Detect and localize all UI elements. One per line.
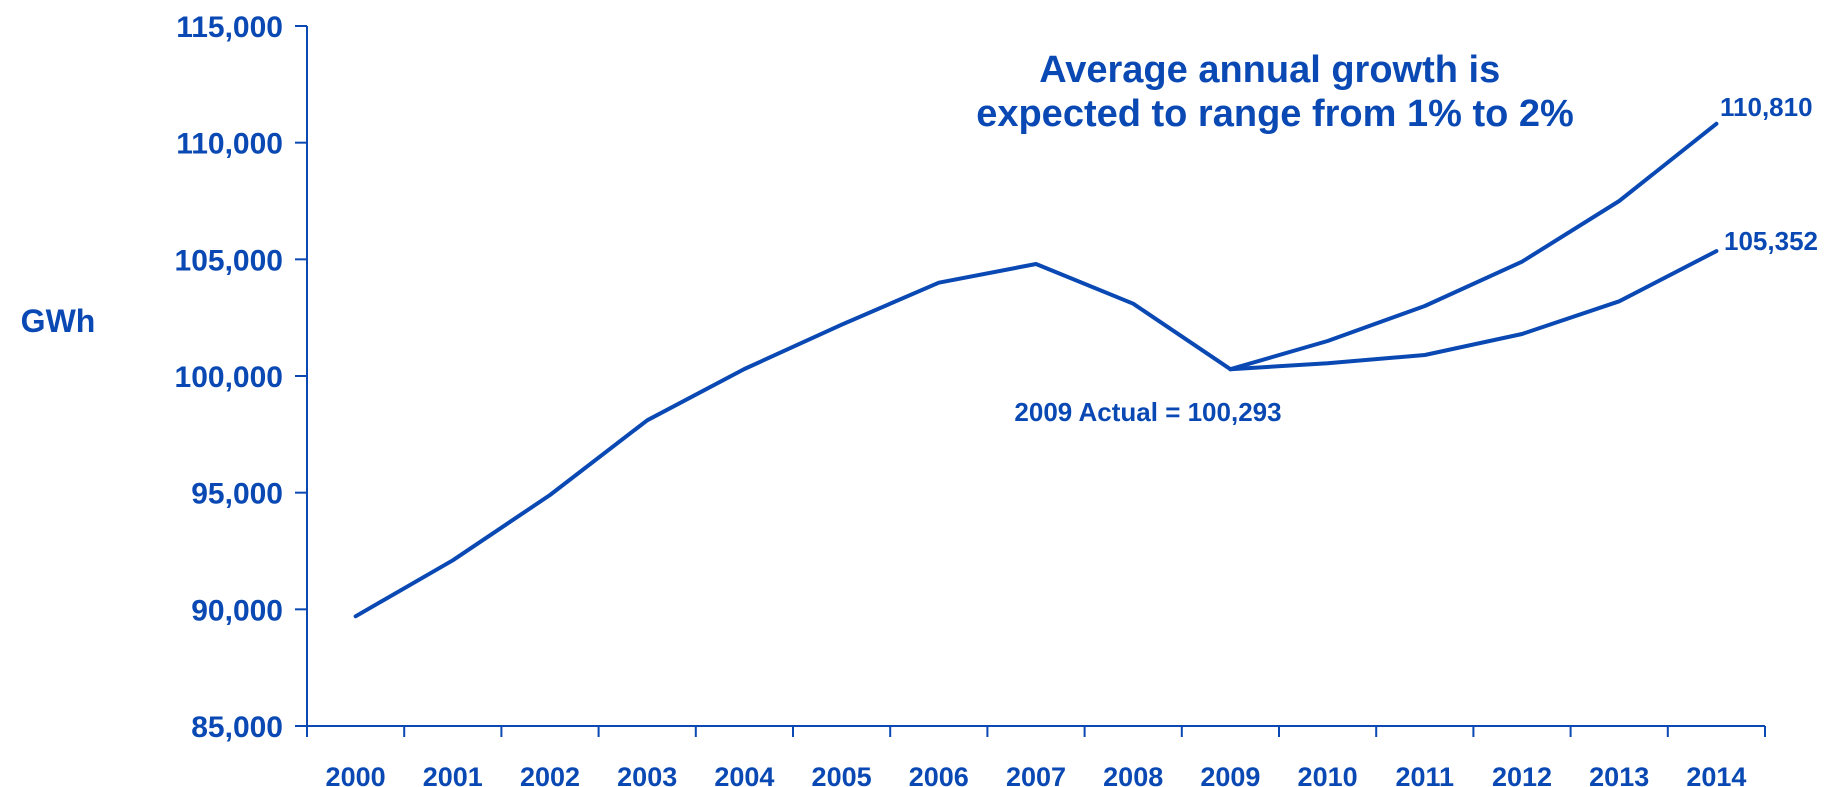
y-tick-label: 90,000 [191, 594, 283, 627]
x-tick-label: 2012 [1492, 762, 1552, 787]
x-tick-label: 2003 [617, 762, 677, 787]
y-tick-label: 95,000 [191, 478, 283, 511]
x-tick-label: 2000 [326, 762, 386, 787]
low-forecast-line [1228, 249, 1719, 372]
end-label-low: 105,352 [1724, 226, 1818, 256]
actual-line [353, 262, 1233, 619]
y-tick-label: 115,000 [176, 11, 283, 44]
x-tick-label: 2004 [714, 762, 774, 787]
x-tick-label: 2008 [1103, 762, 1163, 787]
chart-title: Average annual growth is expected to ran… [976, 49, 1574, 135]
x-tick-label: 2011 [1396, 762, 1455, 787]
y-axis-label: GWh [21, 303, 96, 339]
y-tick-label: 110,000 [176, 128, 283, 161]
x-tick-label: 2013 [1589, 762, 1649, 787]
x-tick-label: 2010 [1298, 762, 1358, 787]
x-tick-label: 2002 [520, 762, 580, 787]
x-tick-label: 2001 [423, 762, 483, 787]
y-tick-label: 100,000 [175, 361, 283, 394]
x-tick-label: 2014 [1686, 762, 1746, 787]
x-tick-label: 2005 [812, 762, 872, 787]
y-tick-label: 105,000 [175, 244, 283, 277]
y-tick-label: 85,000 [191, 711, 283, 744]
x-tick-label: 2009 [1200, 762, 1260, 787]
chart-title-line-1: Average annual growth is [1039, 49, 1500, 91]
x-tick-label: 2007 [1006, 762, 1066, 787]
high-forecast-line [1228, 121, 1719, 372]
annotation-2009-actual: 2009 Actual = 100,293 [1014, 397, 1281, 427]
end-label-high: 110,810 [1720, 92, 1813, 122]
x-tick-label: 2006 [909, 762, 969, 787]
y-axis-ticks: 85,000 90,000 95,000 100,000 105,000 110,000 1… [175, 11, 307, 744]
x-axis-ticks: 2000 2001 2002 2003 2004 2005 2006 2007 2008 2009… [306, 726, 1766, 787]
chart-title-line-2: expected to range from 1% to 2% [976, 93, 1574, 135]
series-lines [353, 121, 1719, 619]
